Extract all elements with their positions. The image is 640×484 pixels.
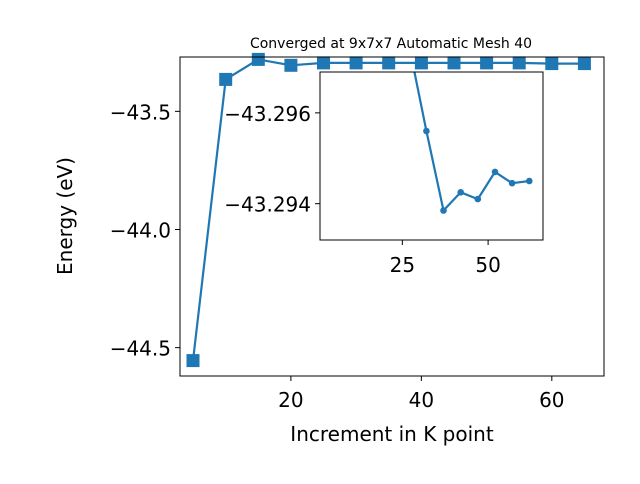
main-y-axis: −43.5 −44.0 −44.5 bbox=[110, 100, 180, 361]
y-tick-label: −44.0 bbox=[110, 218, 171, 242]
inset-y-tick-label: −43.296 bbox=[224, 102, 311, 126]
inset-plot-area: 25 50 −43.296 −43.294 bbox=[224, 71, 544, 277]
x-tick-label: 40 bbox=[409, 388, 434, 412]
inset-x-tick-label: 50 bbox=[475, 253, 500, 277]
main-data-point bbox=[512, 56, 526, 70]
main-data-point bbox=[251, 52, 265, 66]
inset-data-point bbox=[491, 168, 499, 176]
y-tick-label: −43.5 bbox=[110, 100, 171, 124]
main-x-axis: 20 40 60 bbox=[278, 376, 565, 412]
x-axis-label: Increment in K point bbox=[290, 422, 494, 446]
inset-x-tick-label: 25 bbox=[390, 253, 415, 277]
main-data-point bbox=[382, 56, 396, 70]
x-tick-label: 20 bbox=[278, 388, 303, 412]
inset-y-axis: −43.296 −43.294 bbox=[224, 102, 320, 217]
main-data-point bbox=[414, 56, 428, 70]
inset-data-point bbox=[474, 195, 482, 203]
main-plot-frame bbox=[179, 56, 605, 377]
main-series bbox=[186, 52, 591, 368]
inset-data-point bbox=[440, 207, 447, 214]
y-axis-label: Energy (eV) bbox=[53, 157, 77, 275]
inset-data-point bbox=[508, 179, 516, 187]
main-plot-area: 20 40 60 −43.5 −44.0 −44.5 bbox=[110, 52, 605, 412]
main-data-point bbox=[219, 72, 233, 86]
chart-title: Converged at 9x7x7 Automatic Mesh 40 bbox=[250, 36, 532, 52]
main-data-point bbox=[577, 57, 591, 71]
main-data-point bbox=[186, 354, 200, 368]
inset-data-point bbox=[423, 127, 430, 135]
inset-y-tick-label: −43.294 bbox=[224, 193, 311, 217]
main-data-point bbox=[447, 56, 461, 70]
main-data-point bbox=[317, 56, 330, 70]
main-data-point bbox=[349, 56, 363, 70]
x-tick-label: 60 bbox=[539, 388, 564, 412]
main-data-point bbox=[284, 58, 298, 72]
main-data-point bbox=[480, 56, 494, 70]
inset-frame bbox=[319, 71, 544, 241]
y-tick-label: −44.5 bbox=[110, 337, 171, 361]
inset-data-point bbox=[526, 177, 533, 185]
inset-series bbox=[413, 72, 533, 214]
main-data-point bbox=[545, 57, 559, 71]
inset-x-axis: 25 50 bbox=[390, 240, 501, 277]
inset-data-point bbox=[457, 189, 465, 196]
